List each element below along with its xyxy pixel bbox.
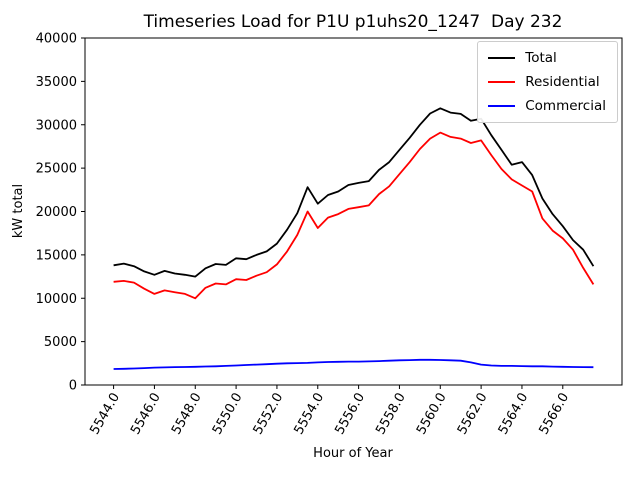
x-tick-label: 5552.0	[251, 391, 287, 438]
y-tick-label: 15000	[36, 248, 77, 263]
x-tick-label: 5556.0	[332, 391, 368, 438]
y-tick-label: 40000	[36, 32, 77, 47]
y-tick-label: 0	[69, 379, 77, 394]
x-tick-label: 5548.0	[169, 391, 205, 438]
y-tick-label: 20000	[36, 205, 77, 220]
legend-item-total: Total	[488, 50, 606, 66]
legend-line-swatch-residential	[488, 81, 516, 83]
legend-label-total: Total	[525, 50, 557, 66]
y-axis-label: kW total	[11, 184, 26, 238]
y-tick-label: 35000	[36, 75, 77, 90]
y-tick-label: 10000	[36, 292, 77, 307]
series-line-total	[113, 107, 595, 278]
y-tick-label: 25000	[36, 162, 77, 177]
x-axis-label: Hour of Year	[313, 446, 393, 461]
legend-label-commercial: Commercial	[525, 98, 606, 114]
legend-line-swatch-commercial	[488, 105, 516, 107]
series-line-residential	[113, 131, 595, 300]
legend-line-swatch-total	[488, 57, 516, 59]
x-tick-label: 5554.0	[291, 391, 327, 438]
legend-item-commercial: Commercial	[488, 98, 606, 114]
x-tick-label: 5560.0	[414, 391, 450, 438]
y-tick-label: 5000	[44, 335, 77, 350]
chart-title: Timeseries Load for P1U p1uhs20_1247 Day…	[143, 12, 563, 32]
legend: Total Residential Commercial	[477, 41, 618, 123]
x-tick-label: 5544.0	[87, 391, 123, 438]
y-tick-label: 30000	[36, 118, 77, 133]
series-line-commercial	[113, 358, 594, 370]
x-tick-label: 5550.0	[210, 391, 246, 438]
x-tick-label: 5566.0	[537, 391, 573, 438]
legend-label-residential: Residential	[525, 74, 600, 90]
legend-item-residential: Residential	[488, 74, 606, 90]
x-tick-label: 5546.0	[128, 391, 164, 438]
x-tick-label: 5558.0	[373, 391, 409, 438]
x-tick-label: 5564.0	[496, 391, 532, 438]
x-tick-label: 5562.0	[455, 391, 491, 438]
